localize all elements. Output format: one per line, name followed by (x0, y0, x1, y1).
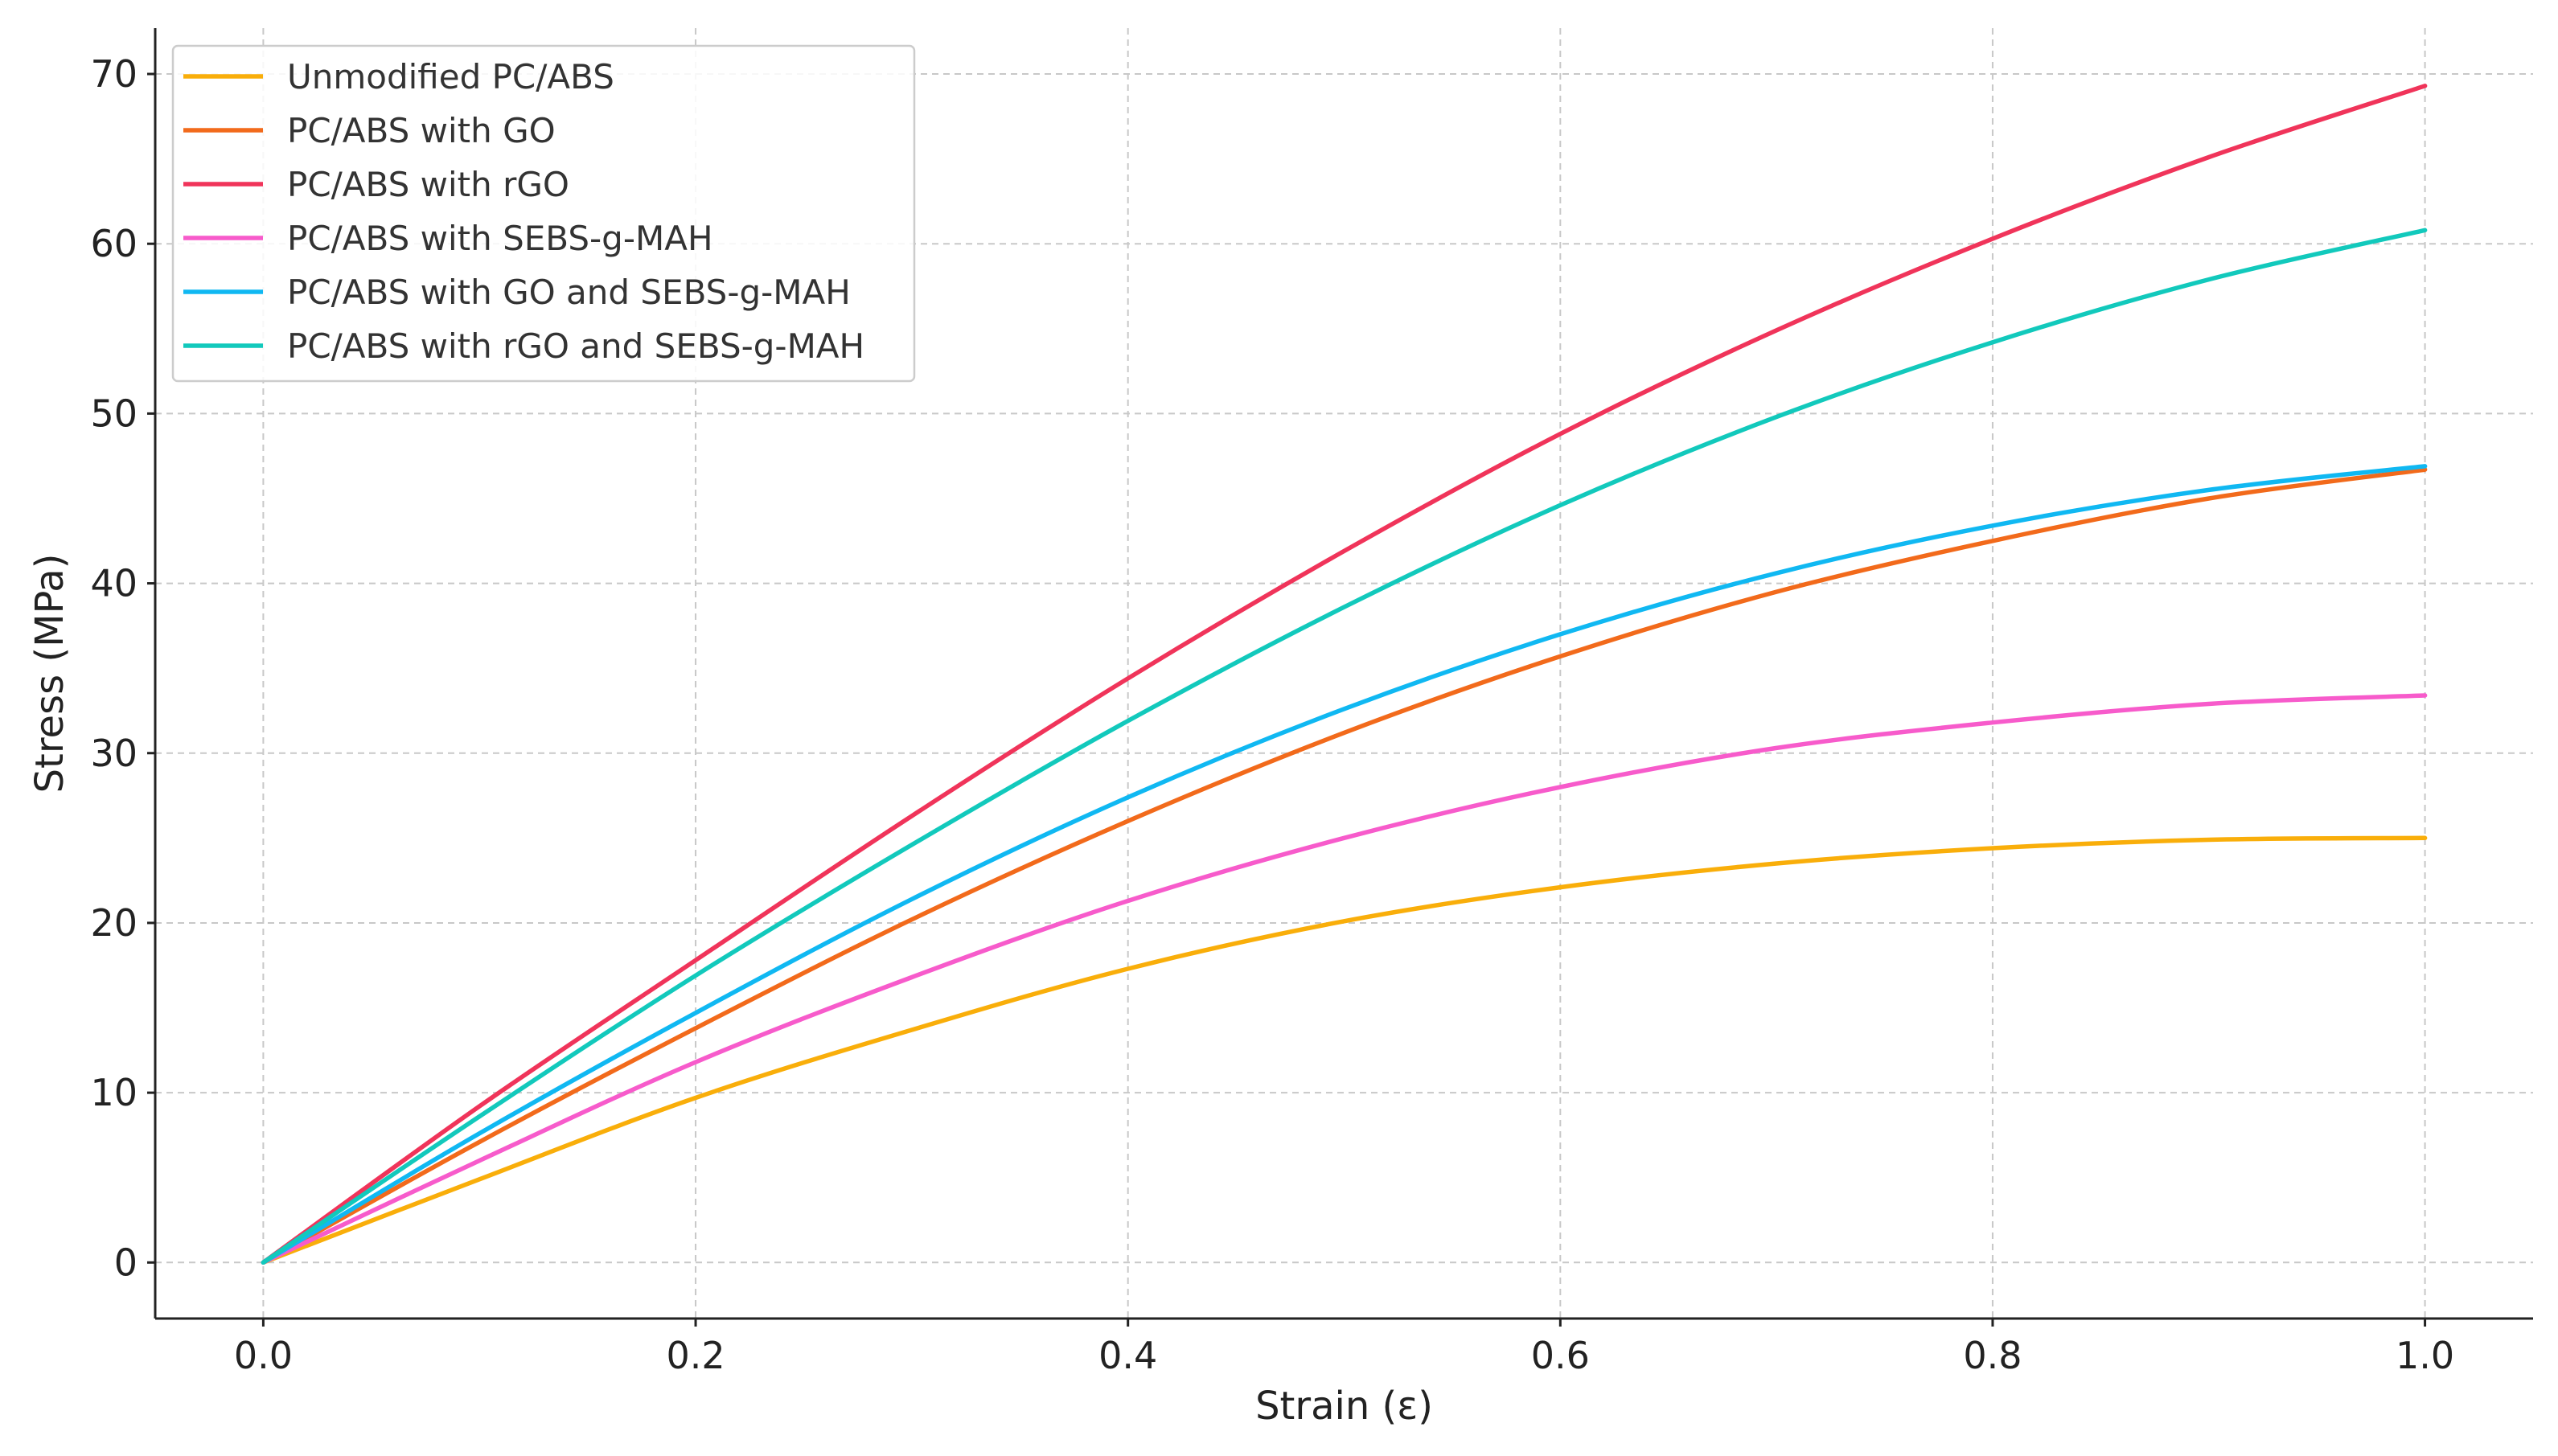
x-tick-label: 0.2 (666, 1334, 725, 1377)
series-line-4 (261, 693, 2428, 1265)
y-tick-label: 70 (90, 52, 138, 96)
y-axis-title: Stress (MPa) (27, 554, 72, 794)
x-tick-label: 0.6 (1531, 1334, 1590, 1377)
legend: Unmodified PC/ABS PC/ABS with GO PC/ABS wi… (171, 44, 916, 383)
legend-label-1: Unmodified PC/ABS (287, 57, 614, 96)
legend-label-3: PC/ABS with rGO (287, 165, 569, 204)
series-line-3 (261, 84, 2428, 1265)
series-line-6 (261, 228, 2428, 1265)
x-axis-title: Strain (ε) (1255, 1384, 1433, 1429)
series-lines (261, 84, 2428, 1265)
y-tick-label: 60 (90, 222, 138, 265)
legend-items: Unmodified PC/ABS PC/ABS with GO PC/ABS wi… (183, 57, 864, 366)
y-ticks: 0 10 20 30 40 50 60 70 (90, 52, 155, 1284)
x-ticks: 0.0 0.2 0.4 0.6 0.8 1.0 (234, 1319, 2454, 1377)
series-line-2 (261, 467, 2428, 1265)
legend-label-4: PC/ABS with SEBS-g-MAH (287, 219, 713, 258)
series-line-1 (261, 835, 2428, 1265)
y-tick-label: 40 (90, 562, 138, 605)
legend-label-5: PC/ABS with GO and SEBS-g-MAH (287, 273, 851, 312)
x-tick-label: 0.4 (1098, 1334, 1157, 1377)
y-tick-label: 30 (90, 732, 138, 775)
x-tick-label: 0.8 (1963, 1334, 2022, 1377)
y-tick-label: 0 (114, 1241, 138, 1284)
legend-box (171, 44, 916, 383)
legend-label-2: PC/ABS with GO (287, 111, 556, 150)
y-tick-label: 20 (90, 901, 138, 945)
legend-label-6: PC/ABS with rGO and SEBS-g-MAH (287, 326, 864, 366)
x-tick-label: 0.0 (234, 1334, 293, 1377)
series-line-5 (261, 464, 2428, 1265)
y-tick-label: 10 (90, 1071, 138, 1114)
y-tick-label: 50 (90, 392, 138, 435)
x-tick-label: 1.0 (2396, 1334, 2454, 1377)
